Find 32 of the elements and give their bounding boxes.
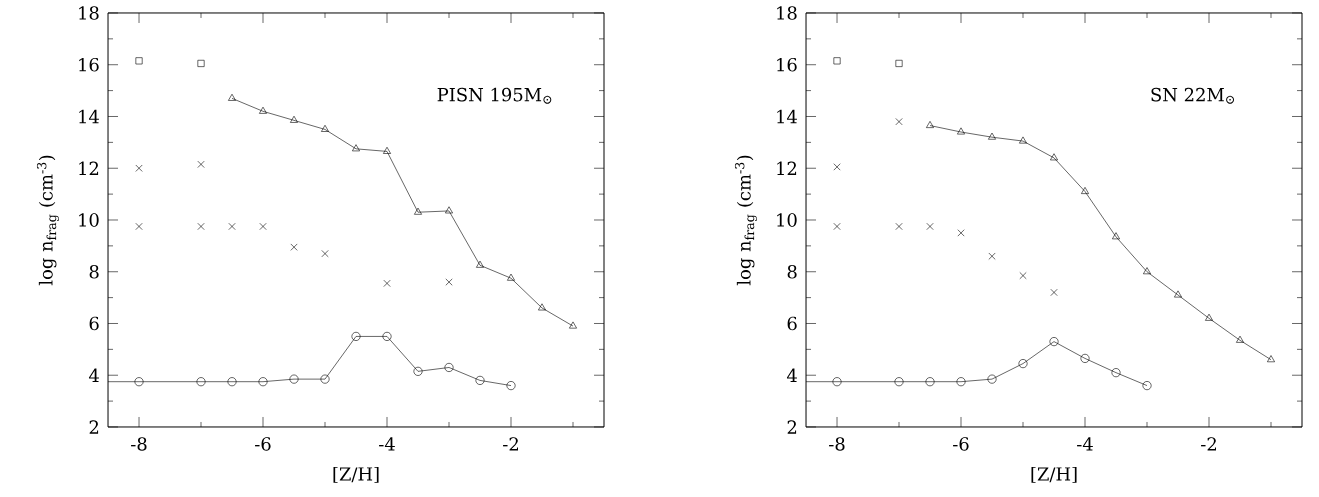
y-tick-label: 10 (777, 213, 797, 227)
y-axis-title: log n$_{frag}$ (cm$^{-3}$) (734, 155, 757, 286)
y-tick-label: 4 (786, 368, 797, 382)
y-axis-title: log n$_{frag}$ (cm$^{-3}$) (36, 155, 59, 286)
x-tick-label: -8 (829, 437, 845, 451)
y-tick-label: 8 (787, 264, 797, 279)
x-tick-label: -2 (503, 437, 518, 451)
x-tick-label: -4 (379, 437, 395, 451)
x-tick-label: -8 (131, 437, 147, 451)
x-axis-title: [Z/H] (333, 466, 379, 483)
y-tick-label: 10 (79, 213, 99, 227)
x-axis-title: [Z/H] (1031, 466, 1077, 483)
y-tick-label: 12 (777, 161, 797, 175)
y-tick-label: 12 (79, 161, 99, 175)
y-tick-label: 16 (777, 57, 797, 72)
x-tick-label: -6 (255, 437, 271, 451)
y-tick-label: 2 (787, 420, 797, 434)
annotation: SN 22M$_{⊙}$ (1151, 87, 1234, 104)
y-tick-label: 14 (79, 109, 99, 124)
x-tick-label: -6 (953, 437, 969, 451)
x-tick-label: -2 (1201, 437, 1216, 451)
y-tick-label: 18 (79, 6, 99, 20)
y-tick-label: 14 (777, 109, 797, 124)
x-tick-label: -4 (1077, 437, 1093, 451)
y-tick-label: 6 (787, 316, 797, 331)
y-tick-label: 2 (89, 420, 99, 434)
y-tick-label: 6 (89, 316, 99, 331)
annotation: PISN 195M$_{⊙}$ (437, 87, 552, 104)
y-tick-label: 18 (777, 6, 797, 20)
y-tick-label: 4 (88, 368, 99, 382)
y-tick-label: 16 (79, 57, 99, 72)
y-tick-label: 8 (89, 264, 99, 279)
